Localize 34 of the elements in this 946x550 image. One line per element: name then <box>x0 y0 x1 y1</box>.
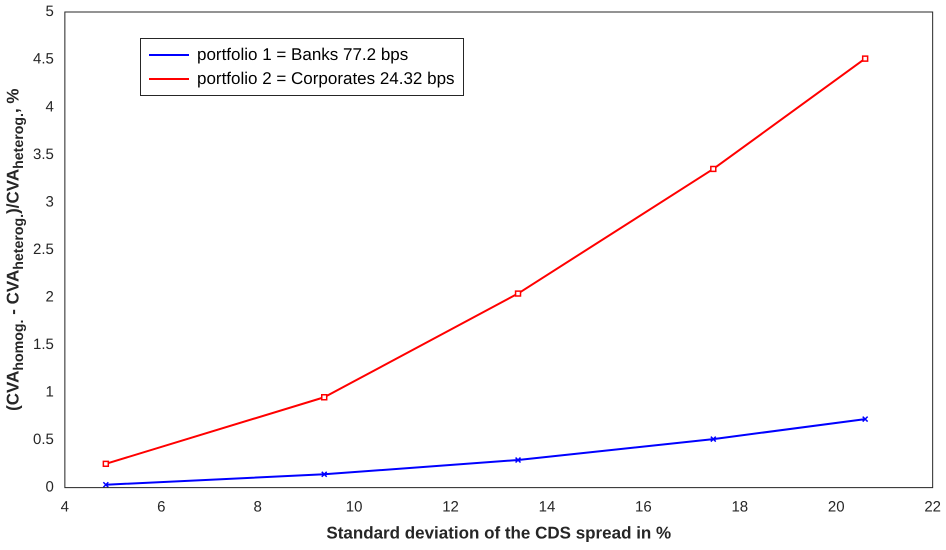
y-tick-label: 2 <box>46 288 54 306</box>
y-tick-label: 0 <box>46 478 54 496</box>
y-tick-label: 2.5 <box>32 240 54 258</box>
y-tick-label: 3 <box>46 193 54 210</box>
point <box>321 394 328 400</box>
x-tick-label: 22 <box>924 498 941 516</box>
x-tick-label: 6 <box>157 498 166 516</box>
point <box>514 456 522 464</box>
point <box>862 416 868 422</box>
point <box>102 482 110 488</box>
y-tick-label: 4.5 <box>32 50 54 68</box>
x-tick-label: 16 <box>635 498 652 516</box>
y-tick-label: 3.5 <box>32 146 54 163</box>
x-tick-label: 10 <box>346 498 362 516</box>
x-tick-label: 4 <box>60 498 70 516</box>
x-tick-label: 14 <box>538 498 556 516</box>
point <box>710 166 717 172</box>
legend-label: portfolio 1 = Banks 77.2 bps <box>197 44 408 66</box>
y-tick-label: 5 <box>46 3 54 20</box>
y-tick-label: 1 <box>46 384 54 401</box>
legend-label: portfolio 2 = Corporates 24.32 bps <box>197 68 455 90</box>
point <box>514 290 522 297</box>
point <box>102 460 110 468</box>
y-tick-label: 1.5 <box>32 336 54 354</box>
x-tick-label: 8 <box>254 498 262 516</box>
y-tick-label: 0.5 <box>32 431 54 448</box>
x-axis-title: Standard deviation of the CDS spread in % <box>326 523 672 542</box>
x-tick-label: 20 <box>828 498 845 516</box>
point <box>321 471 328 478</box>
x-tick-label: 12 <box>442 498 459 516</box>
point <box>862 55 868 62</box>
point <box>710 436 717 442</box>
x-tick-label: 18 <box>731 498 748 516</box>
y-tick-label: 4 <box>46 98 54 116</box>
